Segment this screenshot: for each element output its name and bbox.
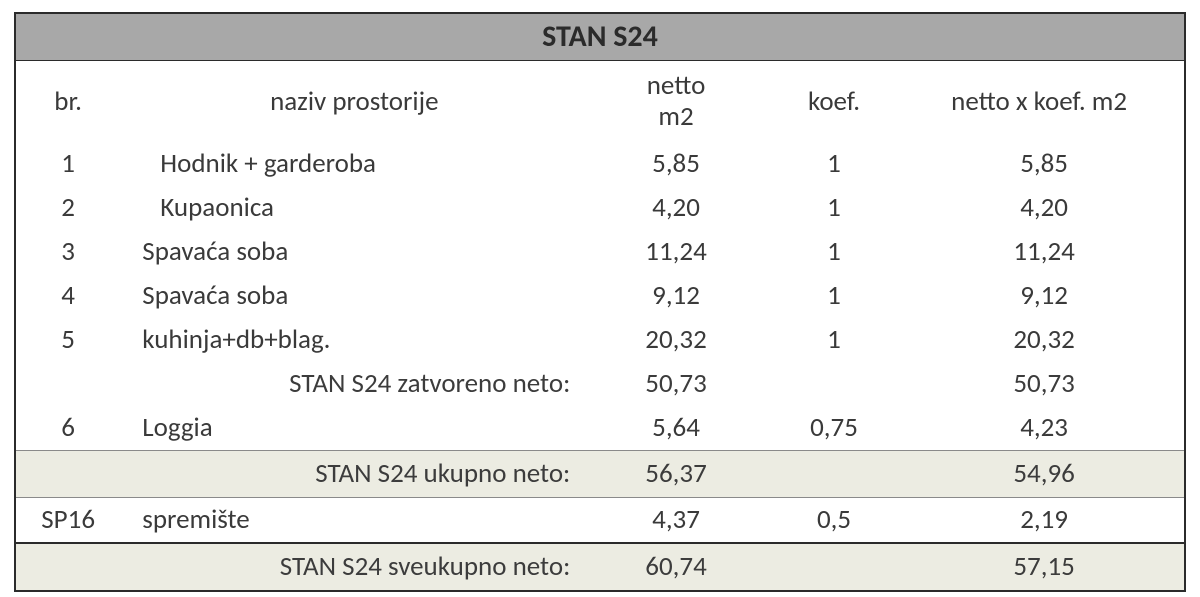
cell-br: 2: [15, 186, 120, 230]
cell-nxk: 9,12: [904, 274, 1185, 318]
table-row: 4 Spavaća soba 9,12 1 9,12: [15, 274, 1185, 318]
subtotal-row-closed: STAN S24 zatvoreno neto: 50,73 50,73: [15, 362, 1185, 406]
cell-name: kuhinja+db+blag.: [120, 318, 588, 362]
cell-netto: 11,24: [588, 230, 764, 274]
cell-nxk: 57,15: [904, 543, 1185, 591]
cell-br: [15, 451, 120, 498]
col-header-nxk: netto x koef. m2: [904, 61, 1185, 142]
cell-koef: 1: [764, 318, 904, 362]
cell-netto: 50,73: [588, 362, 764, 406]
cell-koef: 1: [764, 274, 904, 318]
grand-total-label: STAN S24 sveukupno neto:: [120, 543, 588, 591]
table-title-row: STAN S24: [15, 13, 1185, 61]
col-header-netto-l1: netto: [647, 70, 706, 101]
cell-br: 1: [15, 142, 120, 187]
cell-nxk: 5,85: [904, 142, 1185, 187]
cell-br: 4: [15, 274, 120, 318]
cell-koef: [764, 543, 904, 591]
cell-nxk: 20,32: [904, 318, 1185, 362]
cell-netto: 60,74: [588, 543, 764, 591]
cell-nxk: 50,73: [904, 362, 1185, 406]
cell-nxk: 11,24: [904, 230, 1185, 274]
col-header-koef: koef.: [764, 61, 904, 142]
cell-koef: 1: [764, 230, 904, 274]
area-table: STAN S24 br. naziv prostorije netto m2 k…: [14, 12, 1186, 592]
cell-koef: 0,5: [764, 498, 904, 544]
cell-br: [15, 362, 120, 406]
table-row: SP16 spremište 4,37 0,5 2,19: [15, 498, 1185, 544]
cell-nxk: 4,20: [904, 186, 1185, 230]
cell-koef: 0,75: [764, 406, 904, 451]
cell-name: Loggia: [120, 406, 588, 451]
table-row: 3 Spavaća soba 11,24 1 11,24: [15, 230, 1185, 274]
apartment-area-table: STAN S24 br. naziv prostorije netto m2 k…: [0, 0, 1200, 597]
cell-br: 3: [15, 230, 120, 274]
cell-nxk: 2,19: [904, 498, 1185, 544]
col-header-br: br.: [15, 61, 120, 142]
cell-netto: 20,32: [588, 318, 764, 362]
col-header-name: naziv prostorije: [120, 61, 588, 142]
cell-name: Spavaća soba: [120, 274, 588, 318]
cell-koef: 1: [764, 186, 904, 230]
grand-total-row: STAN S24 sveukupno neto: 60,74 57,15: [15, 543, 1185, 591]
cell-br: 5: [15, 318, 120, 362]
cell-netto: 4,20: [588, 186, 764, 230]
col-header-netto: netto m2: [588, 61, 764, 142]
table-header-row: br. naziv prostorije netto m2 koef. nett…: [15, 61, 1185, 142]
table-row: 2 Kupaonica 4,20 1 4,20: [15, 186, 1185, 230]
subtotal-row-total: STAN S24 ukupno neto: 56,37 54,96: [15, 451, 1185, 498]
cell-name: Kupaonica: [120, 186, 588, 230]
subtotal-label: STAN S24 zatvoreno neto:: [120, 362, 588, 406]
cell-name: spremište: [120, 498, 588, 544]
cell-netto: 5,85: [588, 142, 764, 187]
cell-netto: 4,37: [588, 498, 764, 544]
cell-name: Spavaća soba: [120, 230, 588, 274]
cell-name: Hodnik + garderoba: [120, 142, 588, 187]
cell-nxk: 4,23: [904, 406, 1185, 451]
cell-br: [15, 543, 120, 591]
table-row: 5 kuhinja+db+blag. 20,32 1 20,32: [15, 318, 1185, 362]
table-row: 6 Loggia 5,64 0,75 4,23: [15, 406, 1185, 451]
cell-br: 6: [15, 406, 120, 451]
cell-netto: 5,64: [588, 406, 764, 451]
cell-koef: 1: [764, 142, 904, 187]
table-row: 1 Hodnik + garderoba 5,85 1 5,85: [15, 142, 1185, 187]
subtotal-label: STAN S24 ukupno neto:: [120, 451, 588, 498]
cell-nxk: 54,96: [904, 451, 1185, 498]
col-header-netto-l2: m2: [658, 101, 693, 132]
cell-koef: [764, 362, 904, 406]
table-title: STAN S24: [15, 13, 1185, 61]
cell-br: SP16: [15, 498, 120, 544]
cell-netto: 56,37: [588, 451, 764, 498]
cell-koef: [764, 451, 904, 498]
cell-netto: 9,12: [588, 274, 764, 318]
